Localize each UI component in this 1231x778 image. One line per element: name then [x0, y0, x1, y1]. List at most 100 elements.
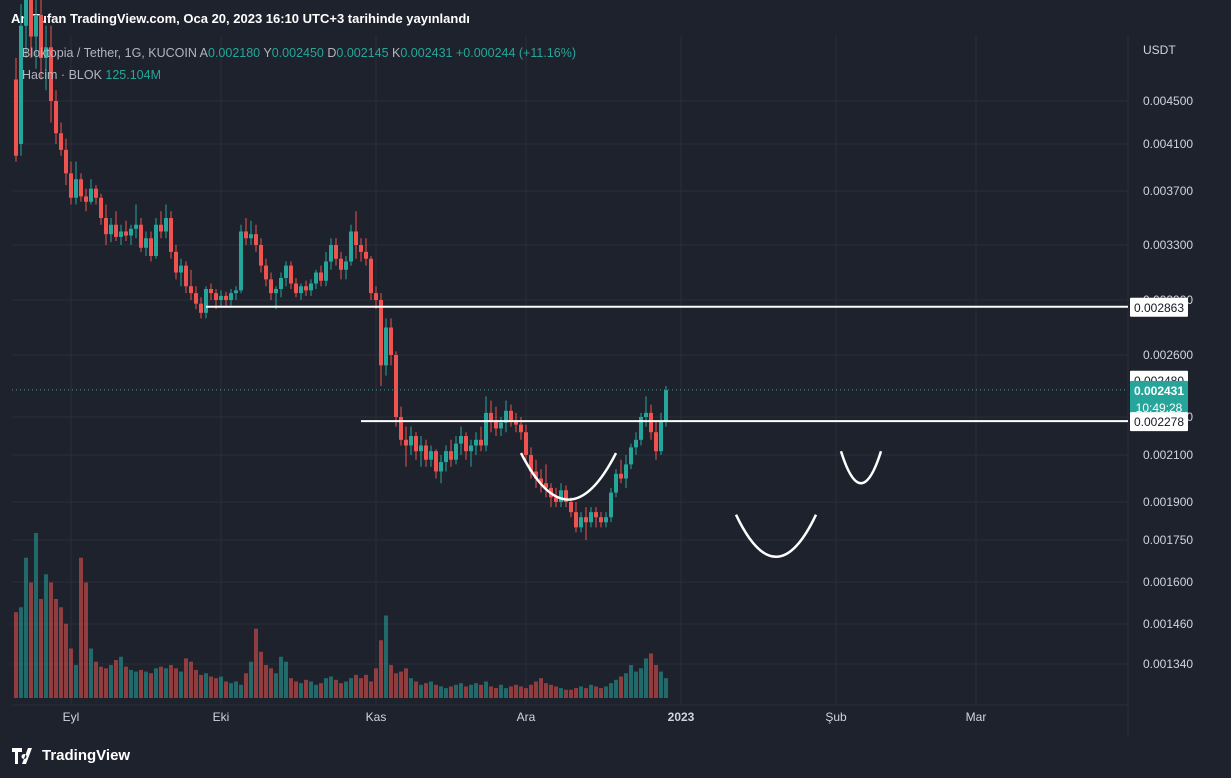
candle-body: [254, 234, 258, 245]
volume-bar: [189, 661, 193, 698]
tradingview-logo[interactable]: TradingView: [12, 747, 130, 764]
volume-bar: [239, 684, 243, 698]
volume-bar: [269, 668, 273, 698]
candle-body: [629, 447, 633, 465]
candle-body: [24, 0, 28, 26]
brand-name: TradingView: [42, 747, 131, 764]
volume-bar: [439, 686, 443, 698]
candle-body: [354, 231, 358, 245]
volume-bar: [314, 684, 318, 698]
candle-body: [19, 25, 23, 144]
volume-bar: [509, 686, 513, 698]
volume-bar: [69, 648, 73, 698]
volume-bar: [99, 666, 103, 698]
volume-bar: [109, 665, 113, 698]
candle-body: [189, 286, 193, 294]
candle-body: [194, 293, 198, 304]
volume-bar: [349, 678, 353, 698]
candle-body: [579, 517, 583, 528]
volume-bar: [414, 681, 418, 698]
volume-bar: [244, 673, 248, 698]
volume-bar: [644, 658, 648, 698]
candle-body: [289, 265, 293, 284]
volume-bar: [284, 661, 288, 698]
volume-bar: [294, 681, 298, 698]
candle-body: [379, 300, 383, 366]
volume-bars: [14, 533, 668, 698]
candle-body: [299, 286, 303, 294]
volume-bar: [54, 599, 58, 698]
volume-legend: Hacim · BLOK 125.104M: [22, 68, 161, 82]
candle-body: [614, 473, 618, 493]
volume-bar: [114, 660, 118, 698]
candle-body: [369, 258, 373, 294]
low-key: D: [327, 46, 337, 60]
price-label-badge: [1130, 412, 1188, 432]
time-tick-label: Eki: [213, 710, 230, 724]
volume-bar: [59, 607, 63, 698]
candle-body: [524, 432, 528, 455]
candle-body: [84, 196, 88, 202]
candle-body: [619, 473, 623, 479]
candle-body: [174, 251, 178, 273]
candle-body: [229, 293, 233, 300]
volume-bar: [104, 668, 108, 698]
candle-body: [49, 47, 53, 101]
price-axis[interactable]: 0.0045000.0041000.0037000.0033000.002900…: [1143, 94, 1193, 671]
candle-body: [259, 245, 263, 266]
volume-bar: [444, 688, 448, 698]
volume-bar: [309, 681, 313, 698]
candle-body: [644, 412, 648, 417]
candle-body: [154, 224, 158, 256]
price-label-text: 0.002863: [1134, 301, 1184, 315]
volume-bar: [204, 673, 208, 698]
volume-bar: [409, 678, 413, 698]
volume-bar: [164, 668, 168, 698]
volume-bar: [464, 686, 468, 698]
volume-bar: [549, 684, 553, 698]
candle-body: [39, 15, 43, 58]
candle-body: [89, 188, 93, 202]
tradingview-logo-icon: [12, 747, 32, 764]
volume-bar: [274, 673, 278, 698]
candle-body: [559, 490, 563, 502]
candle-body: [234, 290, 238, 294]
candle-body: [204, 289, 208, 313]
volume-bar: [14, 612, 18, 698]
close-key: K: [392, 46, 401, 60]
candle-body: [384, 327, 388, 366]
volume-bar: [134, 671, 138, 698]
candle-body: [429, 451, 433, 460]
candle-body: [469, 445, 473, 452]
volume-bar: [634, 671, 638, 698]
time-axis[interactable]: Eyl Eki Kas Ara 2023 Şub Mar: [63, 710, 987, 724]
candle-body: [569, 502, 573, 513]
candle-body: [624, 464, 628, 479]
candle-body: [589, 512, 593, 523]
candle-body: [149, 238, 153, 256]
candle-body: [294, 283, 298, 294]
volume-bar: [44, 574, 48, 698]
candle-body: [639, 417, 643, 440]
volume-bar: [359, 678, 363, 698]
candle-body: [599, 517, 603, 523]
candle-body: [269, 279, 273, 294]
candle-body: [94, 188, 98, 198]
volume-bar: [419, 684, 423, 698]
candle-body: [574, 512, 578, 528]
candle-body: [169, 218, 173, 252]
price-tick-label: 0.001900: [1143, 495, 1193, 509]
price-label-badge: [1130, 297, 1188, 317]
volume-bar: [94, 661, 98, 698]
volume-bar: [534, 681, 538, 698]
time-tick-label: Ara: [517, 710, 536, 724]
volume-bar: [374, 668, 378, 698]
volume-bar: [649, 653, 653, 698]
volume-bar: [329, 676, 333, 698]
price-tick-label: 0.004100: [1143, 137, 1193, 151]
price-tick-label: 0.004500: [1143, 94, 1193, 108]
candle-body: [109, 224, 113, 235]
volume-bar: [519, 686, 523, 698]
volume-bar: [139, 669, 143, 698]
